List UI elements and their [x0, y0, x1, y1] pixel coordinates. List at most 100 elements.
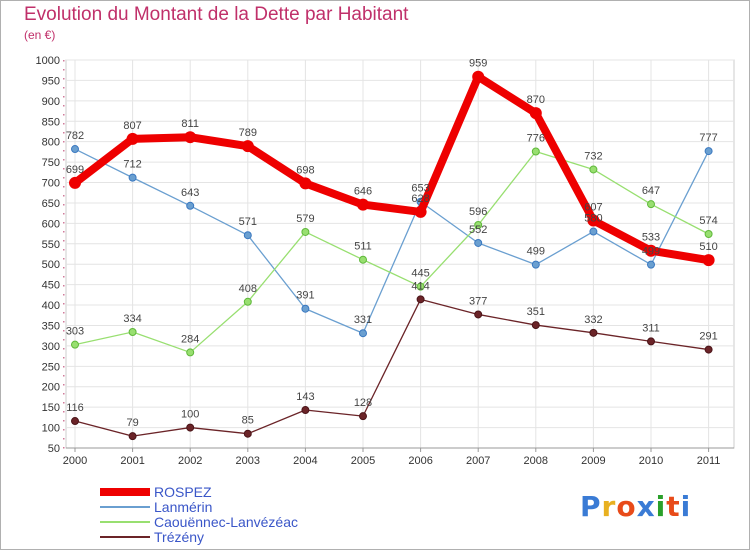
data-label-2: 732 [584, 150, 602, 162]
axis-dot [63, 294, 65, 296]
axis-dot [63, 123, 65, 125]
data-label-0: 807 [123, 120, 141, 132]
y-tick-label: 50 [48, 443, 60, 455]
series-line-1 [74, 148, 710, 334]
series-point-3 [531, 321, 540, 330]
data-label-2: 776 [527, 132, 545, 144]
data-label-1: 331 [354, 314, 372, 326]
data-label-0: 607 [584, 202, 602, 214]
y-tick-label: 100 [42, 423, 60, 435]
axis-dot [63, 321, 65, 323]
series-point-1 [531, 260, 540, 269]
axis-dot [63, 213, 65, 215]
series-point-2 [647, 200, 655, 209]
x-tick-label: 2006 [408, 455, 432, 467]
data-label-1: 391 [296, 290, 314, 302]
data-label-0: 510 [699, 241, 717, 253]
axis-dot [63, 177, 65, 179]
data-label-3: 311 [642, 322, 660, 334]
series-point-2 [71, 340, 79, 349]
data-label-0: 698 [296, 164, 314, 176]
series-point-1 [359, 329, 367, 338]
series-point-3 [359, 412, 367, 421]
axis-dot [63, 366, 65, 368]
axis-dot [63, 105, 65, 107]
axis-dot [63, 339, 65, 341]
y-tick-label: 350 [42, 320, 60, 332]
data-label-2: 334 [123, 313, 141, 325]
data-label-0: 870 [527, 94, 545, 106]
axis-dot [63, 186, 65, 188]
data-label-3: 128 [354, 397, 372, 409]
series-point-1 [474, 238, 483, 247]
data-label-2: 445 [411, 268, 429, 280]
axis-dot [63, 348, 65, 350]
x-tick-label: 2005 [351, 455, 375, 467]
axis-dot [63, 330, 65, 332]
x-tick-label: 2011 [697, 455, 721, 467]
axis-dot [63, 312, 65, 314]
axis-dot [63, 402, 65, 404]
data-label-3: 79 [126, 417, 138, 429]
data-label-1: 653 [411, 183, 429, 195]
axis-dot [63, 78, 65, 80]
data-label-2: 303 [66, 326, 84, 338]
data-label-1: 580 [584, 213, 602, 225]
axis-dot [63, 87, 65, 89]
axis-dot [63, 447, 65, 449]
series-point-1 [128, 173, 137, 182]
series-point-1 [186, 201, 195, 210]
series-point-1 [301, 304, 310, 313]
y-tick-label: 400 [42, 300, 60, 312]
series-point-3 [301, 406, 310, 415]
data-label-2: 647 [642, 185, 660, 197]
x-tick-label: 2000 [63, 455, 87, 467]
y-tick-label: 650 [42, 198, 60, 210]
legend-label-0: ROSPEZ [154, 484, 212, 500]
series-point-0 [126, 132, 139, 145]
series-point-3 [704, 345, 713, 354]
series-point-2 [531, 147, 540, 156]
y-tick-label: 450 [42, 280, 60, 292]
series-point-0 [241, 140, 254, 153]
data-label-3: 85 [242, 415, 254, 427]
data-label-0: 959 [469, 58, 487, 70]
series-point-0 [645, 244, 657, 257]
series-point-2 [589, 165, 598, 174]
series-point-1 [647, 260, 655, 269]
axis-dot [63, 60, 65, 62]
series-point-3 [589, 328, 598, 337]
axis-dot [63, 240, 65, 242]
series-point-3 [71, 417, 79, 426]
axis-dot [63, 411, 65, 413]
axis-dot [63, 438, 65, 440]
axis-dot [63, 393, 65, 395]
x-tick-label: 2007 [466, 455, 490, 467]
series-point-0 [587, 214, 600, 227]
series-point-2 [416, 282, 425, 291]
series-point-0 [414, 205, 427, 218]
axis-dot [63, 249, 65, 251]
data-label-0: 628 [411, 193, 429, 205]
data-label-2: 596 [469, 206, 487, 218]
axis-dot [63, 276, 65, 278]
data-label-0: 646 [354, 186, 372, 198]
series-point-2 [128, 328, 137, 337]
series-point-1 [71, 145, 79, 154]
data-label-3: 377 [469, 295, 487, 307]
y-tick-label: 150 [42, 402, 60, 414]
axis-dot [63, 285, 65, 287]
data-label-3: 351 [527, 306, 545, 318]
axis-dot [63, 96, 65, 98]
axis-dot [63, 195, 65, 197]
series-point-2 [301, 227, 310, 236]
axis-dot [63, 231, 65, 233]
series-point-0 [69, 176, 81, 189]
axis-dot [63, 159, 65, 161]
data-label-0: 789 [239, 127, 257, 139]
series-point-1 [589, 227, 598, 236]
axis-dot [63, 384, 65, 386]
y-tick-label: 750 [42, 157, 60, 169]
y-tick-label: 850 [42, 116, 60, 128]
series-point-0 [529, 107, 542, 120]
